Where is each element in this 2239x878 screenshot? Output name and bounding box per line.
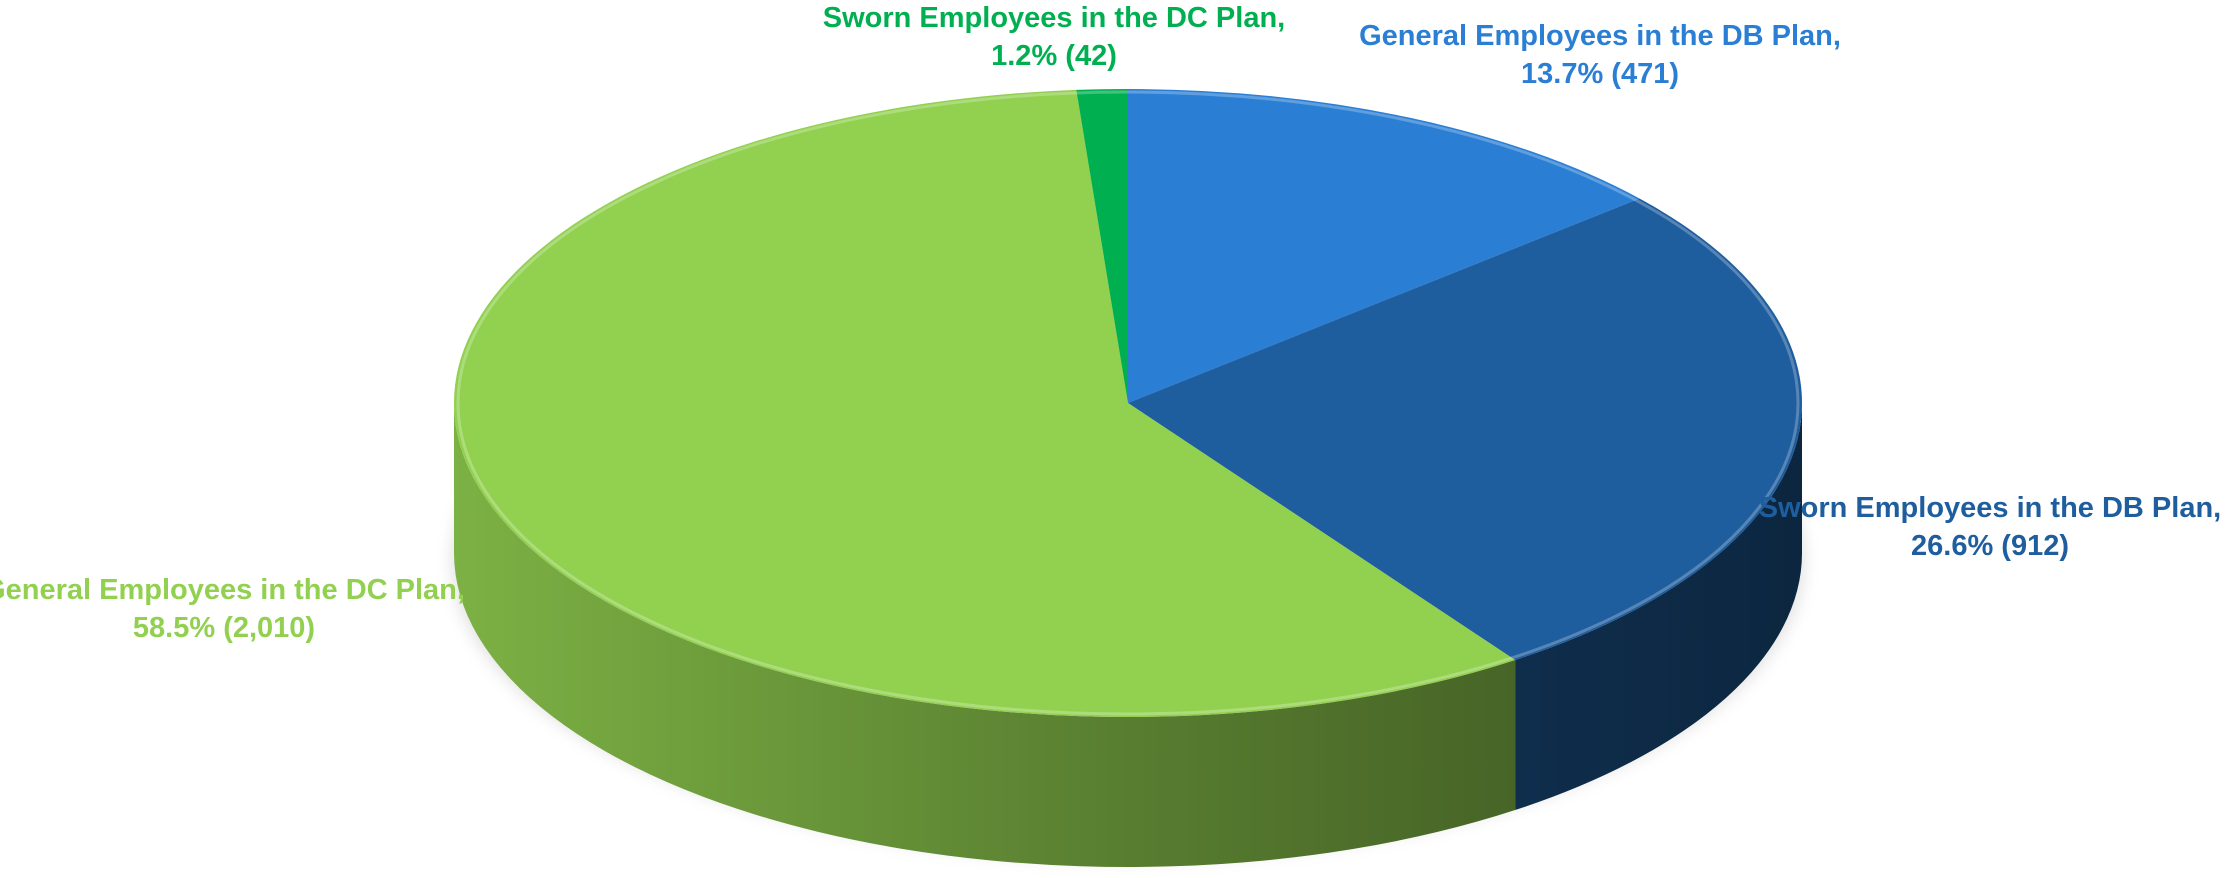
slice — [453, 89, 1516, 718]
slice — [1076, 89, 1128, 403]
data-label: Sworn Employees in the DB Plan, 26.6% (9… — [1758, 492, 2222, 562]
rim-highlight — [456, 90, 1800, 716]
slice — [1128, 198, 1802, 661]
data-label: General Employees in the DB Plan, 13.7% … — [1359, 20, 1841, 90]
slice-side — [454, 403, 1516, 867]
data-label: Sworn Employees in the DC Plan, 1.2% (42… — [822, 2, 1286, 72]
slice — [1128, 89, 1640, 403]
data-label: General Employees in the DC Plan, 58.5% … — [0, 574, 465, 644]
slice-side — [1515, 403, 1802, 811]
